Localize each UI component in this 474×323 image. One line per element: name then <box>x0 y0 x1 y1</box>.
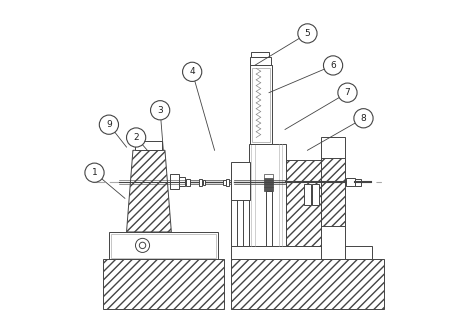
Circle shape <box>100 115 118 134</box>
Text: 2: 2 <box>133 133 139 142</box>
Bar <box>249 144 286 246</box>
Bar <box>286 160 321 246</box>
Text: 1: 1 <box>91 168 97 177</box>
Text: 3: 3 <box>157 106 163 115</box>
Text: 8: 8 <box>361 114 366 123</box>
Bar <box>199 179 202 185</box>
Bar <box>264 187 273 191</box>
Bar <box>231 166 249 246</box>
Bar <box>226 179 229 185</box>
Bar <box>312 184 319 205</box>
Bar <box>321 138 345 259</box>
Bar <box>170 174 179 189</box>
Bar <box>230 179 235 186</box>
Bar <box>250 66 272 144</box>
Bar <box>321 158 345 225</box>
Bar <box>304 184 310 205</box>
Bar <box>236 178 245 187</box>
Bar <box>346 178 355 186</box>
Circle shape <box>127 128 146 147</box>
Bar <box>321 158 345 225</box>
Bar <box>110 234 216 257</box>
Bar <box>264 178 273 187</box>
Circle shape <box>338 83 357 102</box>
Bar <box>252 68 270 142</box>
Circle shape <box>85 163 104 182</box>
Bar <box>223 180 226 185</box>
Text: 6: 6 <box>330 61 336 70</box>
Bar <box>186 179 190 186</box>
Circle shape <box>182 62 202 81</box>
Bar <box>266 191 272 246</box>
Bar <box>264 174 273 178</box>
Bar <box>203 180 205 185</box>
Circle shape <box>298 24 317 43</box>
Text: 9: 9 <box>106 120 112 129</box>
Bar <box>102 259 224 309</box>
Bar <box>231 246 372 259</box>
Bar <box>230 259 384 309</box>
Polygon shape <box>127 150 172 232</box>
Circle shape <box>323 56 343 75</box>
Circle shape <box>136 238 150 253</box>
Text: 7: 7 <box>345 88 350 97</box>
Bar <box>355 179 361 185</box>
Bar <box>135 141 162 150</box>
Bar <box>179 177 185 186</box>
Bar <box>250 57 271 66</box>
Circle shape <box>139 242 146 249</box>
Circle shape <box>151 101 170 120</box>
Bar <box>237 191 243 246</box>
Text: 5: 5 <box>305 29 310 38</box>
Circle shape <box>354 109 373 128</box>
Bar <box>109 232 218 259</box>
Bar <box>236 174 245 178</box>
Bar <box>231 162 250 200</box>
Bar <box>236 187 245 191</box>
Text: 4: 4 <box>189 67 195 76</box>
Bar <box>251 52 269 57</box>
